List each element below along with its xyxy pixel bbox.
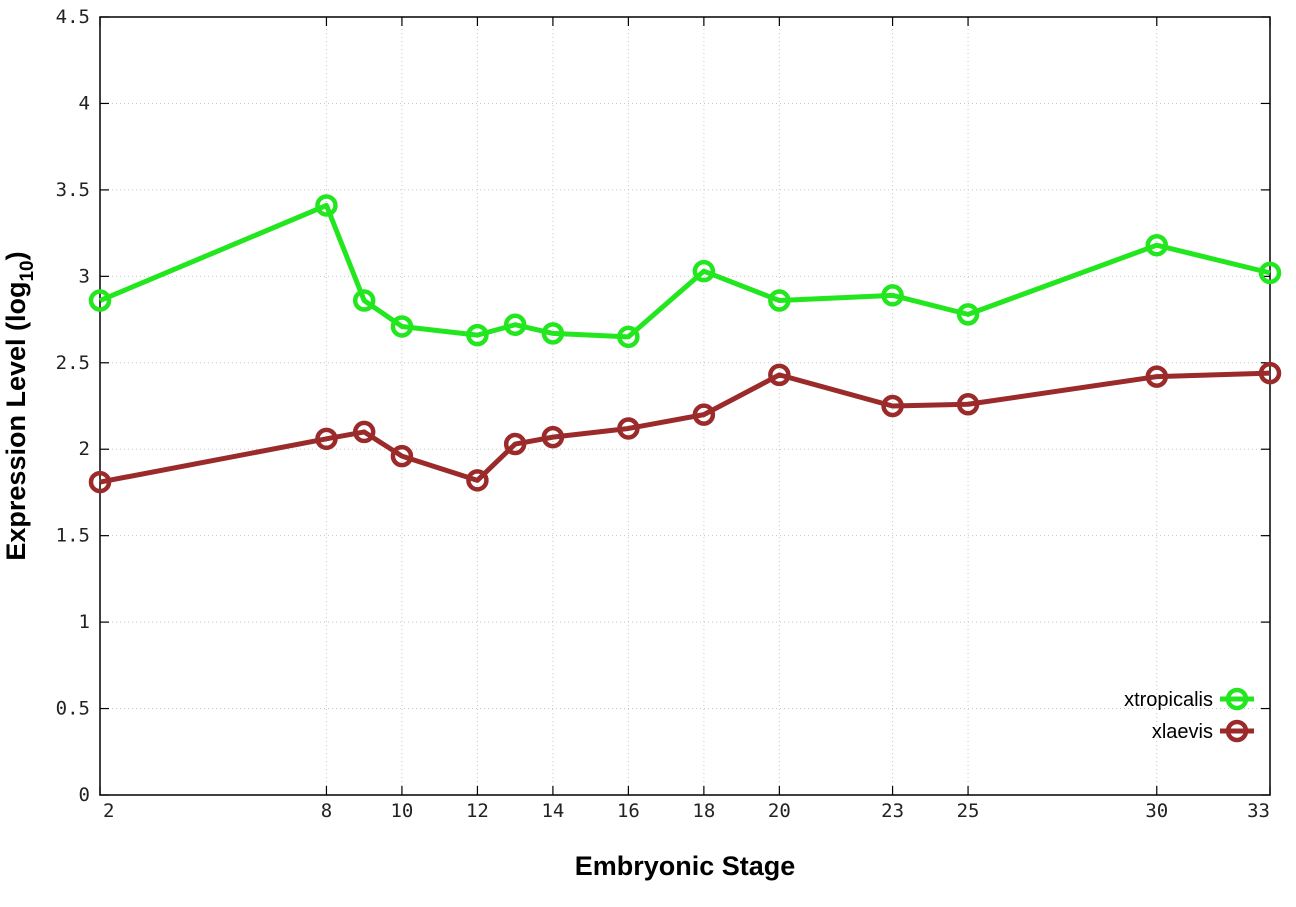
- legend-marker: [1225, 719, 1249, 743]
- x-tick-label: 14: [541, 800, 564, 822]
- data-point: [956, 303, 980, 326]
- y-axis-title-main: Expression Level (log: [1, 282, 31, 561]
- data-point: [768, 289, 791, 312]
- tick-marks: [99, 16, 1271, 796]
- data-point: [956, 393, 980, 416]
- data-point: [390, 315, 414, 338]
- data-point: [466, 323, 489, 347]
- x-tick-labels: 2 8 10 12 14 16 18 20 23 25 30 33: [103, 800, 1270, 822]
- x-tick-label: 23: [881, 800, 904, 822]
- y-tick-label: 4: [79, 92, 90, 114]
- y-tick-label: 2.5: [56, 352, 90, 374]
- data-point: [881, 394, 904, 418]
- data-point: [1145, 233, 1169, 257]
- data-point: [692, 259, 716, 283]
- legend: xtropicalis xlaevis: [1124, 687, 1254, 743]
- legend-label: xtropicalis: [1124, 689, 1213, 711]
- data-point: [692, 403, 716, 426]
- series-layer: [88, 194, 1282, 494]
- x-tick-label: 8: [321, 800, 332, 822]
- legend-item-xlaevis: xlaevis: [1152, 719, 1254, 743]
- data-point: [466, 469, 489, 492]
- x-tick-label: 2: [103, 800, 114, 822]
- data-point: [541, 322, 565, 345]
- data-point: [881, 284, 904, 307]
- y-tick-label: 3.5: [56, 179, 90, 201]
- data-point: [315, 194, 338, 217]
- data-point: [617, 417, 640, 440]
- data-point: [541, 425, 565, 449]
- data-point: [768, 363, 791, 387]
- x-tick-label: 18: [692, 800, 715, 822]
- data-point: [88, 470, 112, 494]
- y-tick-label: 0.5: [56, 698, 90, 720]
- x-tick-label: 30: [1145, 800, 1168, 822]
- data-point: [503, 313, 527, 336]
- y-tick-label: 2: [79, 438, 90, 460]
- data-point: [1258, 261, 1282, 285]
- x-tick-label: 16: [617, 800, 640, 822]
- y-tick-label: 0: [79, 784, 90, 806]
- legend-label: xlaevis: [1152, 721, 1213, 743]
- y-tick-labels: 0 0.5 1 1.5 2 2.5 3 3.5 4 4.5: [56, 6, 90, 806]
- x-axis-title: Embryonic Stage: [575, 851, 796, 881]
- data-point: [617, 325, 640, 349]
- legend-item-xtropicalis: xtropicalis: [1124, 687, 1254, 711]
- series-line: [99, 370, 1271, 485]
- y-tick-label: 1.5: [56, 525, 90, 547]
- x-tick-label: 33: [1247, 800, 1270, 822]
- grid-lines: [100, 17, 1270, 795]
- plot-frame: [99, 16, 1271, 796]
- data-point: [390, 444, 414, 468]
- data-point: [1145, 365, 1169, 388]
- y-axis-title-subscript: 10: [17, 260, 38, 281]
- series-xlaevis: [88, 361, 1282, 494]
- legend-marker: [1225, 687, 1249, 711]
- y-axis-title-close: ): [1, 251, 31, 260]
- data-point: [1258, 361, 1282, 385]
- x-tick-label: 20: [768, 800, 791, 822]
- data-point: [88, 289, 112, 312]
- y-axis-title: Expression Level (log10): [1, 251, 38, 560]
- data-point: [352, 420, 376, 444]
- series-xtropicalis: [88, 194, 1282, 349]
- x-tick-label: 12: [466, 800, 489, 822]
- x-tick-label: 10: [390, 800, 413, 822]
- data-point: [315, 427, 338, 451]
- y-tick-label: 1: [79, 611, 90, 633]
- x-tick-label: 25: [957, 800, 980, 822]
- data-point: [352, 289, 376, 312]
- y-tick-label: 4.5: [56, 6, 90, 28]
- data-point: [503, 432, 527, 456]
- series-line: [99, 202, 1271, 340]
- y-tick-label: 3: [79, 265, 90, 287]
